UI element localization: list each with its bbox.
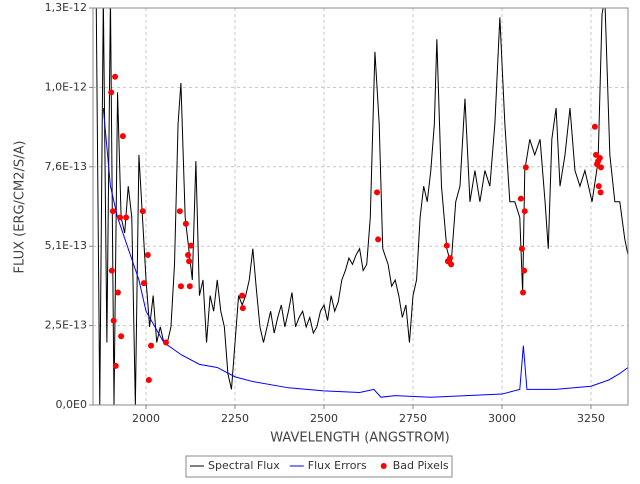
legend-label: Flux Errors <box>308 459 367 472</box>
point <box>375 236 382 243</box>
x-tick-label: 2750 <box>399 412 427 425</box>
point <box>597 189 604 196</box>
point <box>119 133 126 140</box>
legend: Spectral Flux Flux Errors Bad Pixels <box>190 459 449 472</box>
x-tick-label: 2500 <box>310 412 338 425</box>
point <box>521 267 528 274</box>
series-line <box>102 107 628 398</box>
point <box>239 292 246 299</box>
legend-label: Spectral Flux <box>208 459 280 472</box>
series-line <box>95 8 628 405</box>
point <box>186 283 193 290</box>
plot-area <box>93 8 628 405</box>
point <box>597 164 604 171</box>
point <box>521 208 528 215</box>
point <box>187 242 194 249</box>
point <box>239 305 246 312</box>
plot-border <box>92 7 629 406</box>
point <box>139 208 146 215</box>
point <box>443 242 450 249</box>
point <box>186 258 193 265</box>
point <box>114 289 121 296</box>
point <box>148 342 155 349</box>
point <box>447 255 454 262</box>
point <box>522 164 529 171</box>
legend-marker <box>380 463 387 469</box>
y-tick-label: 7,6E-13 <box>45 160 87 173</box>
point <box>519 289 526 296</box>
point <box>118 333 125 340</box>
x-tick-label: 2000 <box>132 412 160 425</box>
point <box>182 220 189 227</box>
axes: 2000 2250 2500 2750 3000 3250 0,0E0 2,5E-13 5,1E… <box>45 1 605 425</box>
point <box>176 208 183 215</box>
point <box>595 183 602 190</box>
point <box>109 208 116 215</box>
point <box>108 267 115 274</box>
point <box>145 376 152 383</box>
x-tick-label: 3250 <box>577 412 605 425</box>
point <box>112 362 119 369</box>
point <box>144 251 151 258</box>
point <box>117 214 124 221</box>
y-tick-label: 1,0E-12 <box>45 80 87 93</box>
point <box>108 89 115 96</box>
point <box>110 317 117 324</box>
point <box>112 73 119 80</box>
x-tick-label: 2250 <box>221 412 249 425</box>
legend-label: Bad Pixels <box>393 459 449 472</box>
y-axis-label: FLUX (ERG/CM2/S/A) <box>13 141 28 274</box>
point <box>177 283 184 290</box>
point <box>123 214 130 221</box>
x-axis-label: WAVELENGTH (ANGSTROM) <box>270 431 449 446</box>
point <box>518 245 525 252</box>
point <box>596 155 603 162</box>
y-tick-label: 5,1E-13 <box>45 239 87 252</box>
point <box>374 189 381 196</box>
x-tick-label: 3000 <box>488 412 516 425</box>
plot <box>95 8 628 405</box>
point <box>185 251 192 258</box>
point <box>162 339 169 346</box>
point <box>517 195 524 202</box>
y-tick-label: 0,0E0 <box>56 398 87 411</box>
point <box>448 261 455 268</box>
legend-box <box>185 455 453 478</box>
point <box>140 280 147 287</box>
y-tick-label: 1,3E-12 <box>45 1 87 14</box>
point <box>591 123 598 130</box>
y-tick-label: 2,5E-13 <box>45 319 87 332</box>
